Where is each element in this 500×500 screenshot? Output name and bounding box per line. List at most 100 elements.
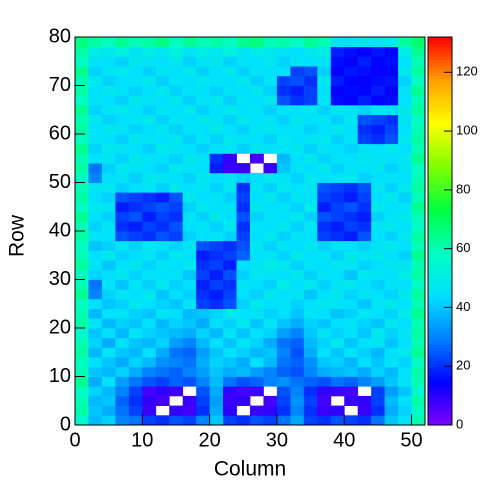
heatmap-cell (101, 95, 116, 106)
heatmap-cell (357, 260, 372, 271)
heatmap-cell (196, 405, 211, 416)
heatmap-cell (75, 415, 89, 426)
heatmap-cell (357, 405, 372, 416)
heatmap-cell (384, 366, 399, 377)
heatmap-cell (357, 347, 372, 358)
heatmap-cell (236, 163, 251, 174)
heatmap-cell (115, 269, 130, 280)
heatmap-cell (196, 153, 211, 164)
heatmap-cell (223, 211, 237, 222)
heatmap-cell (142, 153, 157, 164)
heatmap-cell (169, 163, 184, 174)
heatmap-cell (115, 240, 130, 251)
heatmap-cell (155, 182, 170, 193)
heatmap-cell (142, 56, 157, 67)
heatmap-cell (290, 366, 305, 377)
heatmap-cell (88, 318, 103, 329)
heatmap-cell (223, 328, 237, 339)
heatmap-cell (371, 56, 386, 67)
heatmap-cell (128, 231, 143, 242)
heatmap-cell (398, 46, 412, 57)
colorbar-segment (428, 405, 452, 410)
heatmap-cell (384, 211, 399, 222)
colorbar-segment (428, 59, 452, 64)
heatmap-cell (290, 328, 305, 339)
heatmap-cell (276, 376, 291, 387)
heatmap-cell (398, 269, 412, 280)
heatmap-cell (223, 37, 237, 48)
heatmap-cell (330, 124, 345, 135)
heatmap-cell (290, 337, 305, 348)
heatmap-cell (344, 66, 359, 77)
colorbar-segment (428, 198, 452, 203)
heatmap-cell (88, 201, 103, 212)
heatmap-cell (236, 415, 251, 426)
heatmap-cell (250, 182, 264, 193)
heatmap-cell (250, 231, 264, 242)
heatmap-cell (101, 376, 116, 387)
heatmap-cell (398, 415, 412, 426)
heatmap-cell (276, 366, 291, 377)
heatmap-cell (196, 289, 211, 300)
heatmap-cell (330, 114, 345, 125)
heatmap-cell (75, 231, 89, 242)
heatmap-cell (317, 211, 332, 222)
heatmap-cell (169, 182, 184, 193)
heatmap-cell (250, 260, 264, 271)
heatmap-cell (223, 240, 237, 251)
heatmap-cell (115, 134, 130, 145)
colorbar-segment (428, 247, 452, 251)
heatmap-cell (155, 240, 170, 251)
y-tick-label: 40 (49, 219, 71, 241)
heatmap-cell (223, 395, 237, 406)
colorbar-segment (428, 150, 452, 154)
heatmap-cell (236, 124, 251, 135)
heatmap-cell (330, 269, 345, 280)
heatmap-cell (357, 56, 372, 67)
heatmap-cell (384, 114, 399, 125)
heatmap-cell (209, 56, 224, 67)
heatmap-cell (236, 328, 251, 339)
heatmap-cell (101, 395, 116, 406)
heatmap-cell (88, 289, 103, 300)
heatmap-cell (384, 85, 399, 96)
heatmap-cell (384, 269, 399, 280)
heatmap-cell (303, 46, 318, 57)
heatmap-cell (115, 405, 130, 416)
heatmap-cell (75, 56, 89, 67)
heatmap-cell (142, 289, 157, 300)
heatmap-cell (196, 104, 211, 115)
heatmap-cell (384, 337, 399, 348)
heatmap-cell (411, 366, 426, 377)
heatmap-cell (209, 124, 224, 135)
heatmap-cell (169, 153, 184, 164)
heatmap-cell (101, 46, 116, 57)
heatmap-cell (155, 366, 170, 377)
heatmap-cell (115, 66, 130, 77)
heatmap-cell (344, 298, 359, 309)
heatmap-cell (357, 269, 372, 280)
heatmap-cell (182, 231, 197, 242)
heatmap-cell (317, 279, 332, 290)
heatmap-cell (250, 308, 264, 319)
heatmap-cell (101, 357, 116, 368)
heatmap-cell (142, 395, 157, 406)
heatmap-cell (371, 347, 386, 358)
heatmap-cell (263, 308, 278, 319)
heatmap-cell (411, 221, 426, 232)
heatmap-cell (303, 231, 318, 242)
heatmap-cell (223, 386, 237, 397)
z-tick-label: 60 (456, 240, 470, 255)
colorbar-segment (428, 91, 452, 96)
heatmap-cell (317, 104, 332, 115)
heatmap-cell (169, 347, 184, 358)
heatmap-cell (169, 366, 184, 377)
heatmap-cell (101, 279, 116, 290)
heatmap-cell (330, 231, 345, 242)
heatmap-cell (169, 114, 184, 125)
heatmap-cell (142, 376, 157, 387)
heatmap-cell (75, 192, 89, 203)
heatmap-cell (223, 153, 237, 164)
heatmap-cell (411, 260, 426, 271)
heatmap-cell (115, 182, 130, 193)
